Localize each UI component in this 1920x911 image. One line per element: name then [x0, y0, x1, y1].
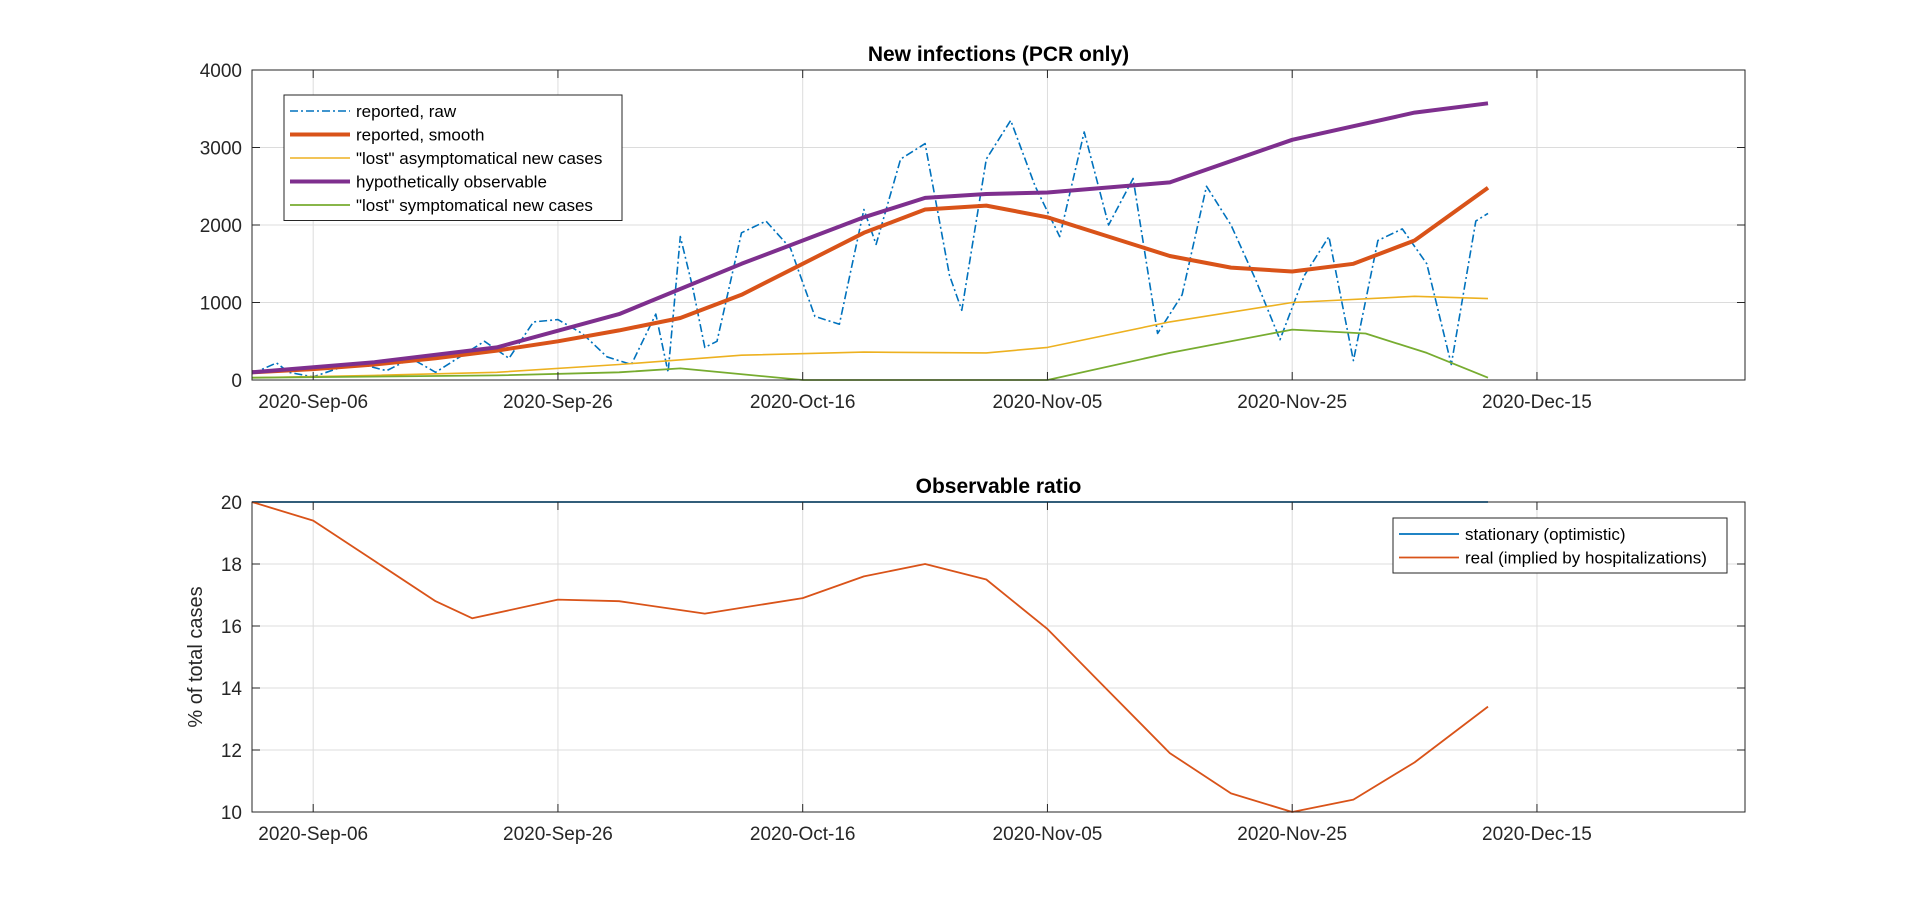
- legend-entry-label: stationary (optimistic): [1465, 525, 1626, 544]
- legend-entry-label: hypothetically observable: [356, 173, 547, 192]
- series-line: [251, 101, 1489, 375]
- x-tick-label: 2020-Nov-25: [1237, 392, 1347, 413]
- x-tick-label: 2020-Nov-25: [1237, 824, 1347, 845]
- legend-observable-ratio: stationary (optimistic) real (implied by …: [1392, 517, 1728, 574]
- chart-new-infections: 2020-Sep-06 2020-Sep-26 2020-Oct-16 2020-No…: [200, 43, 1746, 413]
- y-tick-label: 10: [221, 803, 242, 824]
- series-line: [251, 295, 1489, 379]
- chart-title-observable-ratio: Observable ratio: [916, 475, 1082, 498]
- x-tick-label: 2020-Sep-06: [258, 824, 368, 845]
- x-tick-label: 2020-Sep-26: [503, 392, 613, 413]
- y-tick-label: 1000: [200, 294, 242, 315]
- y-axis-label-observable-ratio: % of total cases: [185, 586, 207, 727]
- y-tick-label: 3000: [200, 139, 242, 160]
- legend-entry-label: reported, smooth: [356, 126, 485, 145]
- x-tick-label: 2020-Oct-16: [750, 824, 856, 845]
- legend-entry-label: "lost" symptomatical new cases: [356, 196, 593, 215]
- x-tick-label: 2020-Sep-06: [258, 392, 368, 413]
- y-tick-label: 16: [221, 617, 242, 638]
- x-tick-label: 2020-Dec-15: [1482, 824, 1592, 845]
- y-tick-label: 2000: [200, 216, 242, 237]
- legend-box: [1392, 517, 1728, 574]
- y-tick-label: 12: [221, 741, 242, 762]
- y-tick-label: 4000: [200, 61, 242, 82]
- x-tick-label: 2020-Nov-05: [993, 392, 1103, 413]
- y-tick-label: 18: [221, 555, 242, 576]
- series-line: [251, 501, 1489, 813]
- axes-box-observable-ratio: [251, 501, 1746, 813]
- y-tick-label: 14: [221, 679, 243, 700]
- x-tick-label: 2020-Nov-05: [993, 824, 1103, 845]
- y-tick-label: 20: [221, 493, 242, 514]
- series-line: [251, 119, 1489, 378]
- x-tick-label: 2020-Dec-15: [1482, 392, 1592, 413]
- x-tick-label: 2020-Oct-16: [750, 392, 856, 413]
- chart-title-new-infections: New infections (PCR only): [868, 43, 1129, 66]
- legend-entry-label: "lost" asymptomatical new cases: [356, 149, 602, 168]
- x-tick-label: 2020-Sep-26: [503, 824, 613, 845]
- y-tick-label: 0: [231, 371, 242, 392]
- legend-new-infections: reported, raw reported, smooth "lost" asym…: [283, 94, 623, 221]
- series-line: [251, 186, 1490, 375]
- legend-entry-label: reported, raw: [356, 102, 457, 121]
- legend-entry-label: real (implied by hospitalizations): [1465, 549, 1707, 568]
- chart-observable-ratio: 2020-Sep-06 2020-Sep-26 2020-Oct-16 2020-No…: [185, 475, 1746, 845]
